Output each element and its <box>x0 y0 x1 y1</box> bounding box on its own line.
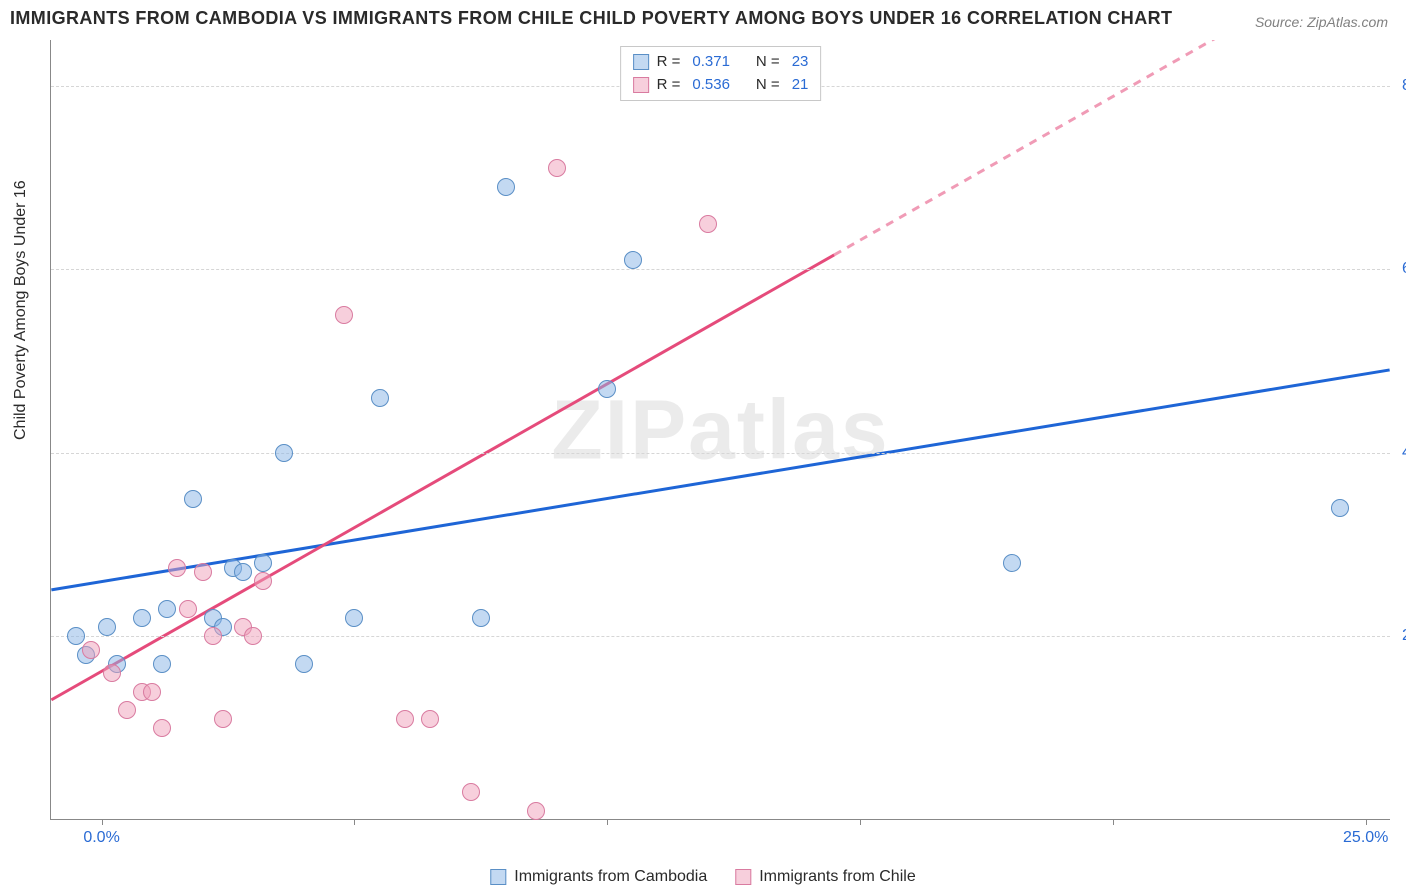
scatter-point <box>497 178 515 196</box>
scatter-point <box>421 710 439 728</box>
legend-n-label: N = <box>756 74 780 97</box>
trend-line <box>51 370 1389 590</box>
y-tick-label: 60.0% <box>1394 260 1406 278</box>
y-tick-label: 40.0% <box>1394 444 1406 462</box>
scatter-point <box>598 380 616 398</box>
scatter-point <box>295 655 313 673</box>
scatter-point <box>67 627 85 645</box>
correlation-legend: R = 0.371 N = 23 R = 0.536 N = 21 <box>620 46 822 101</box>
x-tick-label: 0.0% <box>83 829 119 847</box>
chart-title: IMMIGRANTS FROM CAMBODIA VS IMMIGRANTS F… <box>10 8 1172 29</box>
gridline <box>51 269 1390 270</box>
scatter-point <box>234 563 252 581</box>
scatter-point <box>275 444 293 462</box>
gridline <box>51 453 1390 454</box>
scatter-point <box>254 554 272 572</box>
trend-lines-layer <box>51 40 1390 819</box>
scatter-point <box>396 710 414 728</box>
legend-swatch <box>490 869 506 885</box>
trend-line-solid <box>51 255 834 700</box>
scatter-point <box>371 389 389 407</box>
legend-row: R = 0.371 N = 23 <box>633 51 809 74</box>
scatter-point <box>1003 554 1021 572</box>
scatter-point <box>254 572 272 590</box>
legend-r-value: 0.536 <box>692 74 730 97</box>
x-tick-mark <box>1113 819 1114 825</box>
scatter-point <box>153 719 171 737</box>
series-legend: Immigrants from Cambodia Immigrants from … <box>490 868 915 886</box>
x-tick-mark <box>607 819 608 825</box>
legend-swatch <box>633 77 649 93</box>
x-tick-mark <box>102 819 103 825</box>
legend-series-label: Immigrants from Cambodia <box>514 868 707 886</box>
scatter-point <box>98 618 116 636</box>
legend-series-label: Immigrants from Chile <box>759 868 915 886</box>
scatter-point <box>158 600 176 618</box>
legend-r-value: 0.371 <box>692 51 730 74</box>
scatter-point <box>194 563 212 581</box>
x-tick-mark <box>860 819 861 825</box>
legend-swatch <box>633 54 649 70</box>
legend-series-item: Immigrants from Chile <box>735 868 915 886</box>
scatter-point <box>462 783 480 801</box>
scatter-point <box>472 609 490 627</box>
y-tick-label: 80.0% <box>1394 77 1406 95</box>
scatter-point <box>184 490 202 508</box>
scatter-point <box>204 627 222 645</box>
scatter-point <box>133 609 151 627</box>
source-attribution: Source: ZipAtlas.com <box>1255 14 1388 30</box>
y-axis-label: Child Poverty Among Boys Under 16 <box>12 180 30 440</box>
scatter-point <box>345 609 363 627</box>
x-tick-mark <box>354 819 355 825</box>
legend-r-label: R = <box>657 51 681 74</box>
legend-swatch <box>735 869 751 885</box>
scatter-point <box>548 159 566 177</box>
scatter-point <box>244 627 262 645</box>
y-tick-label: 20.0% <box>1394 627 1406 645</box>
legend-r-label: R = <box>657 74 681 97</box>
scatter-point <box>1331 499 1349 517</box>
scatter-point <box>103 664 121 682</box>
legend-n-label: N = <box>756 51 780 74</box>
legend-row: R = 0.536 N = 21 <box>633 74 809 97</box>
scatter-point <box>527 802 545 820</box>
legend-n-value: 21 <box>792 74 809 97</box>
trend-line-dashed <box>834 40 1390 255</box>
legend-n-value: 23 <box>792 51 809 74</box>
scatter-point <box>143 683 161 701</box>
scatter-plot-area: ZIPatlas R =0.371N =23R =0.536N =21 20.0… <box>50 40 1390 820</box>
scatter-point <box>82 641 100 659</box>
scatter-point <box>214 710 232 728</box>
legend-series-item: Immigrants from Cambodia <box>490 868 707 886</box>
scatter-point <box>335 306 353 324</box>
scatter-point <box>699 215 717 233</box>
x-tick-mark <box>1366 819 1367 825</box>
scatter-point <box>179 600 197 618</box>
scatter-point <box>168 559 186 577</box>
scatter-point <box>624 251 642 269</box>
scatter-point <box>118 701 136 719</box>
scatter-point <box>153 655 171 673</box>
x-tick-label: 25.0% <box>1343 829 1388 847</box>
